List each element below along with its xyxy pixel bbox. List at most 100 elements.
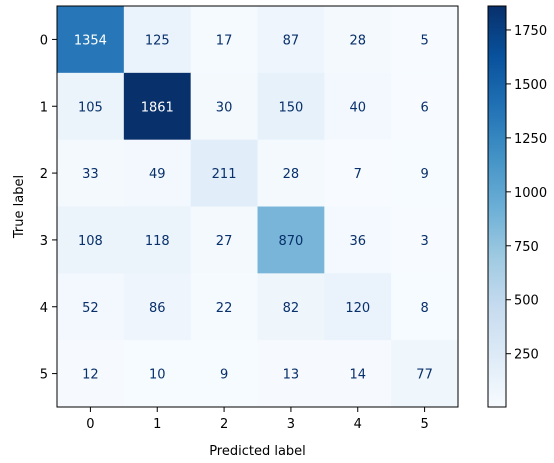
cell-value-label: 82 <box>283 301 300 316</box>
matrix-cells: 1354 125 17 87 28 5 105 1861 30 150 40 6 33 49 211 28 7 9… <box>57 6 459 408</box>
matrix-cell <box>123 139 192 207</box>
matrix-cell <box>324 206 392 274</box>
matrix-cell <box>257 6 325 74</box>
x-tick-label: 3 <box>287 417 295 432</box>
matrix-cell <box>324 139 392 207</box>
matrix-cell <box>391 6 459 74</box>
cell-value-label: 6 <box>420 100 428 115</box>
matrix-cell <box>57 6 125 74</box>
cell-value-label: 86 <box>149 301 166 316</box>
x-tick-label: 0 <box>86 417 94 432</box>
matrix-cell <box>391 340 459 408</box>
matrix-cell <box>257 72 325 141</box>
cell-value-label: 12 <box>82 368 99 383</box>
matrix-cell <box>57 72 125 141</box>
cell-value-label: 13 <box>283 368 300 383</box>
y-axis-label: True label <box>12 175 27 239</box>
cell-value-label: 52 <box>82 301 99 316</box>
cell-value-label: 17 <box>216 33 233 48</box>
cell-value-label: 30 <box>216 100 233 115</box>
matrix-cell <box>123 273 192 341</box>
colorbar-tick-label: 750 <box>514 240 539 255</box>
x-tick-label: 5 <box>420 417 428 432</box>
cell-value-label: 108 <box>78 234 103 249</box>
colorbar-tick-label: 1750 <box>514 24 547 39</box>
cell-value-label: 77 <box>416 368 433 383</box>
cell-value-label: 105 <box>78 100 103 115</box>
matrix-cell <box>391 206 459 274</box>
matrix-cell <box>190 72 258 141</box>
matrix-cell <box>57 273 125 341</box>
matrix-cell <box>190 273 258 341</box>
cell-value-label: 120 <box>345 301 370 316</box>
matrix-cell <box>190 340 258 408</box>
matrix-cell <box>324 6 392 74</box>
cell-value-label: 125 <box>145 33 170 48</box>
cell-value-label: 211 <box>212 167 237 182</box>
y-axis-ticks: 0 1 2 3 4 5 <box>40 33 57 383</box>
matrix-cell <box>57 340 125 408</box>
matrix-cell <box>391 139 459 207</box>
cell-value-label: 1354 <box>74 33 107 48</box>
matrix-cell <box>391 72 459 141</box>
cell-value-label: 9 <box>420 167 428 182</box>
cell-value-label: 7 <box>354 167 362 182</box>
y-tick-label: 1 <box>40 100 48 115</box>
cell-value-label: 5 <box>420 33 428 48</box>
x-tick-label: 4 <box>354 417 362 432</box>
colorbar-tick-label: 500 <box>514 294 539 309</box>
colorbar-tick-label: 250 <box>514 348 539 363</box>
cell-value-label: 3 <box>420 234 428 249</box>
colorbar-tick-label: 1000 <box>514 186 547 201</box>
matrix-cell <box>123 340 192 408</box>
y-tick-label: 2 <box>40 167 48 182</box>
matrix-cell <box>257 340 325 408</box>
cell-value-label: 33 <box>82 167 99 182</box>
cell-value-label: 40 <box>349 100 366 115</box>
matrix-frame <box>56 5 459 408</box>
matrix-cell <box>324 273 392 341</box>
matrix-cell <box>324 340 392 408</box>
x-axis-ticks: 0 1 2 3 4 5 <box>86 407 429 432</box>
x-tick-label: 2 <box>220 417 228 432</box>
matrix-cell <box>57 206 125 274</box>
colorbar-ticks: 250 500 750 1000 1250 1500 1750 <box>506 24 547 363</box>
matrix-cell <box>257 206 325 274</box>
y-tick-label: 3 <box>40 234 48 249</box>
cell-value-label: 28 <box>349 33 366 48</box>
cell-value-label: 8 <box>420 301 428 316</box>
matrix-cell <box>190 206 258 274</box>
matrix-cell <box>324 72 392 141</box>
cell-value-label: 870 <box>279 234 304 249</box>
cell-value-label: 150 <box>279 100 304 115</box>
matrix-cell <box>391 273 459 341</box>
colorbar-tick-label: 1250 <box>514 132 547 147</box>
y-tick-label: 0 <box>40 33 48 48</box>
matrix-cell <box>257 139 325 207</box>
cell-value-label: 14 <box>349 368 366 383</box>
cell-value-label: 118 <box>145 234 170 249</box>
cell-value-label: 22 <box>216 301 233 316</box>
matrix-cell <box>123 6 192 74</box>
x-tick-label: 1 <box>153 417 161 432</box>
x-axis-label: Predicted label <box>209 444 306 459</box>
cell-value-label: 36 <box>349 234 366 249</box>
matrix-cell <box>123 206 192 274</box>
cell-value-label: 87 <box>283 33 300 48</box>
y-tick-label: 5 <box>40 368 48 383</box>
colorbar-tick-label: 1500 <box>514 78 547 93</box>
cell-value-label: 28 <box>283 167 300 182</box>
matrix-cell <box>257 273 325 341</box>
matrix-cell <box>190 139 258 207</box>
cell-value-label: 1861 <box>141 100 174 115</box>
cell-value-label: 49 <box>149 167 166 182</box>
matrix-cell <box>123 72 192 141</box>
y-tick-label: 4 <box>40 301 48 316</box>
cell-value-label: 27 <box>216 234 233 249</box>
colorbar <box>487 5 507 408</box>
matrix-cell <box>190 6 258 74</box>
cell-value-label: 10 <box>149 368 166 383</box>
cell-value-label: 9 <box>220 368 228 383</box>
matrix-cell <box>57 139 125 207</box>
